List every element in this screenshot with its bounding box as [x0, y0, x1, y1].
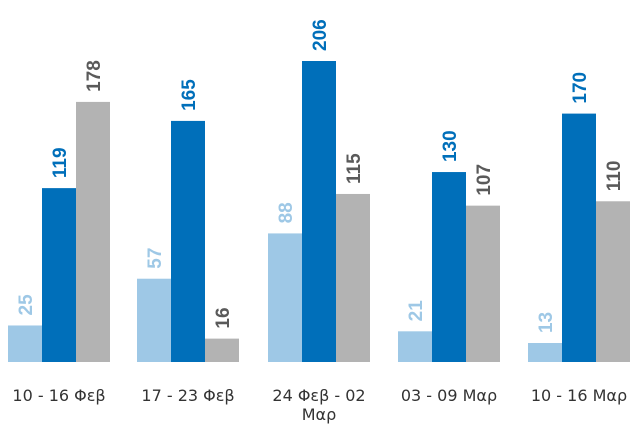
bar [137, 278, 171, 362]
bar [596, 201, 630, 362]
bar-value-label: 130 [440, 130, 461, 162]
bar [268, 233, 302, 362]
bar [466, 205, 500, 362]
category-label: 10 - 16 Φεβ [12, 386, 105, 405]
bar-value-label: 119 [50, 147, 71, 178]
bar-value-label: 178 [84, 60, 105, 92]
bar [302, 61, 336, 362]
bar [76, 101, 110, 362]
category-label: 10 - 16 Μαρ [531, 386, 627, 405]
bar-value-label: 25 [16, 294, 37, 316]
category-label: 03 - 09 Μαρ [401, 386, 497, 405]
category-labels-layer: 10 - 16 Φεβ 17 - 23 Φεβ 24 Φεβ - 02 Μαρ 03 -… [12, 386, 627, 424]
bar [8, 325, 42, 362]
bar [432, 172, 466, 362]
bar-value-label: 170 [570, 72, 591, 104]
bar-value-label: 57 [145, 248, 166, 269]
bar-value-label: 21 [406, 300, 427, 322]
bar [528, 343, 562, 362]
bar [398, 331, 432, 362]
bar [171, 120, 205, 362]
bar-value-label: 107 [474, 164, 495, 196]
bar [562, 113, 596, 362]
bar-value-label: 88 [276, 202, 297, 223]
bar-value-label: 13 [536, 312, 557, 333]
bars-layer [8, 61, 630, 362]
value-labels-layer: 25 119 178 57 165 16 88 206 115 21 130 107 13 170 110 [16, 19, 625, 333]
bar-value-label: 16 [213, 307, 234, 328]
bar-value-label: 115 [344, 153, 365, 184]
bar [205, 338, 239, 362]
category-label: 24 Φεβ - 02 Μαρ [272, 386, 365, 424]
bar-value-label: 165 [179, 79, 200, 111]
bar-value-label: 206 [310, 19, 331, 51]
category-label: 17 - 23 Φεβ [141, 386, 234, 405]
bar [42, 188, 76, 362]
bar-value-label: 110 [604, 161, 625, 192]
bar [336, 193, 370, 362]
